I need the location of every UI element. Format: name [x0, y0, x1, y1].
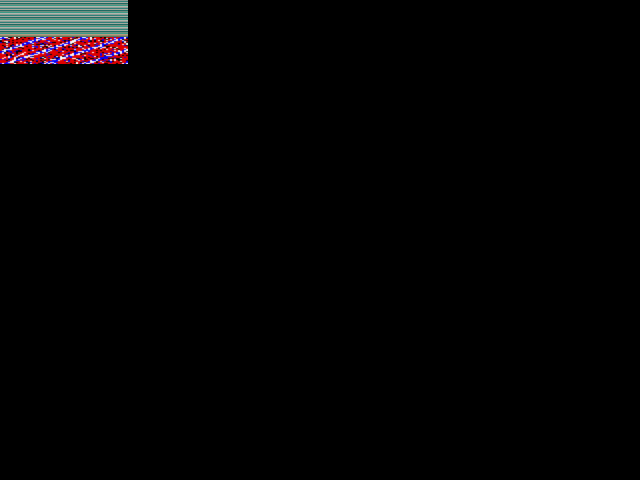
noise-canvas: [0, 37, 128, 64]
red-blue-noise-band: [0, 37, 128, 64]
corrupted-framebuffer-region: [0, 0, 128, 64]
striped-noise-band: [0, 0, 128, 37]
